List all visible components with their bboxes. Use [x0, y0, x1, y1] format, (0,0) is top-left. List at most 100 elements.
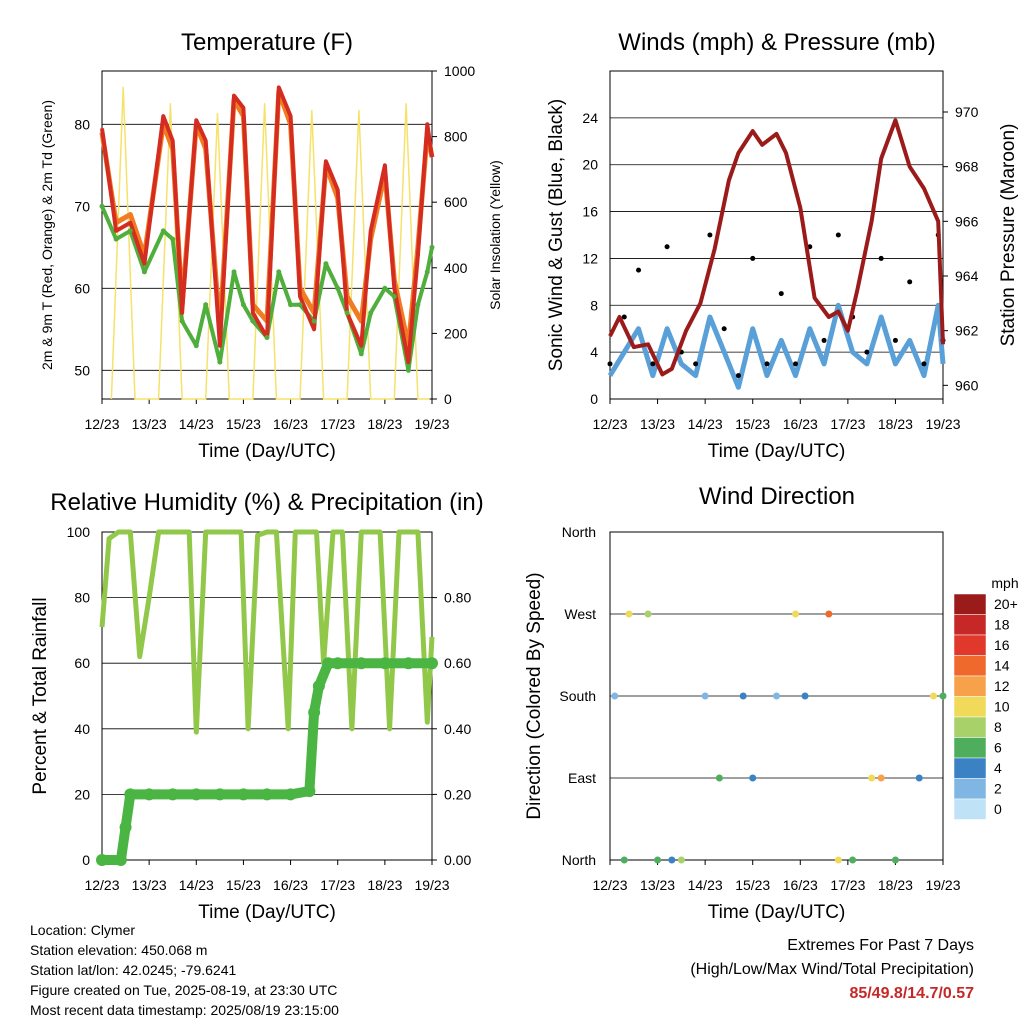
x-tick-label: 14/23 [688, 416, 723, 432]
precip-point [284, 788, 297, 801]
y-right-tick-label: 960 [955, 377, 979, 393]
y-tick-label: 0 [82, 852, 90, 868]
colorbar-swatch [953, 798, 987, 820]
gust-point [878, 255, 884, 261]
x-tick-label: 13/23 [640, 416, 675, 432]
precip-point [114, 854, 127, 866]
gust-point [650, 361, 656, 367]
y-right-tick-label: 966 [955, 213, 979, 229]
gust-point [707, 232, 713, 238]
dewpoint-point [415, 302, 421, 308]
gust-point [721, 326, 727, 332]
y-tick-label: North [562, 852, 596, 868]
x-tick-label: 12/23 [592, 877, 627, 893]
dewpoint-point [311, 318, 317, 324]
dewpoint-point [160, 228, 166, 234]
x-tick-label: 17/23 [830, 877, 865, 893]
y-right-tick-label: 600 [444, 194, 468, 210]
gust-point [636, 267, 642, 273]
colorbar-label: 0 [994, 801, 1002, 817]
precip-point [378, 657, 391, 670]
dewpoint-point [368, 310, 374, 316]
dewpoint-point [335, 285, 341, 291]
dewpoint-point [323, 261, 329, 267]
x-tick-label: 19/23 [925, 416, 960, 432]
y-axis-label: Direction (Colored By Speed) [524, 572, 545, 819]
y-right-tick-label: 964 [955, 268, 979, 284]
x-tick-label: 13/23 [132, 877, 167, 893]
gust-point [664, 244, 670, 250]
gust-point [821, 337, 827, 343]
chart-title: Winds (mph) & Pressure (mb) [618, 29, 935, 56]
colorbar-swatch [953, 655, 987, 677]
colorbar-swatch [953, 634, 987, 656]
x-tick-label: 12/23 [592, 416, 627, 432]
precip-point [402, 657, 415, 670]
y-tick-label: 60 [74, 655, 90, 671]
x-tick-label: 16/23 [783, 877, 818, 893]
recent-text: Most recent data timestamp: 2025/08/19 2… [30, 1002, 339, 1018]
y-tick-label: 24 [582, 110, 598, 126]
y-tick-label: 20 [74, 786, 90, 802]
y-tick-label: 8 [590, 297, 598, 313]
extremes-title: Extremes For Past 7 Days [787, 937, 974, 954]
y-right-tick-label: 0.40 [444, 721, 471, 737]
colorbar-swatch [953, 716, 987, 738]
y-tick-label: 100 [67, 524, 91, 540]
dewpoint-point [203, 302, 209, 308]
colorbar-label: 20+ [994, 596, 1018, 612]
station-info: Location: Clymer Station elevation: 450.… [30, 920, 339, 1020]
x-tick-label: 17/23 [830, 416, 865, 432]
y-right-tick-label: 962 [955, 323, 979, 339]
wind-direction-point [939, 692, 947, 700]
wind-direction-point [644, 610, 652, 618]
precip-point [308, 706, 321, 719]
wind-direction-point [677, 856, 685, 864]
colorbar-swatch [953, 757, 987, 779]
dewpoint-point [231, 269, 237, 275]
dewpoint-point [99, 203, 105, 209]
wind-direction-point [739, 692, 747, 700]
dewpoint-point [382, 285, 388, 291]
precip-point [426, 657, 438, 670]
dewpoint-point [217, 359, 223, 365]
x-axis-label: Time (Day/UTC) [198, 441, 336, 462]
precip-point [190, 788, 203, 801]
gust-point [607, 361, 613, 367]
gust-point [907, 279, 913, 285]
y-right-tick-label: 970 [955, 104, 979, 120]
wind-direction-point [834, 856, 842, 864]
x-tick-label: 18/23 [367, 416, 402, 432]
x-tick-label: 17/23 [320, 877, 355, 893]
dewpoint-point [405, 367, 411, 373]
gust-point [750, 255, 756, 261]
gust-point [793, 361, 799, 367]
elevation-text: Station elevation: 450.068 m [30, 942, 208, 958]
gust-point [892, 337, 898, 343]
colorbar-swatch [953, 675, 987, 697]
dewpoint-point [240, 302, 246, 308]
y-tick-label: 50 [74, 362, 90, 378]
y-right-tick-label: 800 [444, 129, 468, 145]
wind-direction-point [891, 856, 899, 864]
y-tick-label: 20 [582, 157, 598, 173]
precip-line [102, 658, 432, 865]
x-tick-label: 15/23 [735, 877, 770, 893]
latlon-text: Station lat/lon: 42.0245; -79.6241 [30, 962, 237, 978]
extremes-subtitle: (High/Low/Max Wind/Total Precipitation) [690, 961, 974, 978]
created-text: Figure created on Tue, 2025-08-19, at 23… [30, 982, 338, 998]
x-tick-label: 16/23 [783, 416, 818, 432]
x-tick-label: 19/23 [925, 877, 960, 893]
x-tick-label: 16/23 [273, 877, 308, 893]
wind-direction-point [915, 774, 923, 782]
precip-point [355, 657, 368, 670]
y-tick-label: 80 [74, 116, 90, 132]
y-tick-label: 12 [582, 250, 598, 266]
y-tick-label: East [568, 770, 596, 786]
x-tick-label: 15/23 [226, 877, 261, 893]
extremes-box: Extremes For Past 7 Days (High/Low/Max W… [690, 934, 974, 1006]
dewpoint-point [358, 351, 364, 357]
colorbar-label: 16 [994, 637, 1010, 653]
dewpoint-point [344, 310, 350, 316]
